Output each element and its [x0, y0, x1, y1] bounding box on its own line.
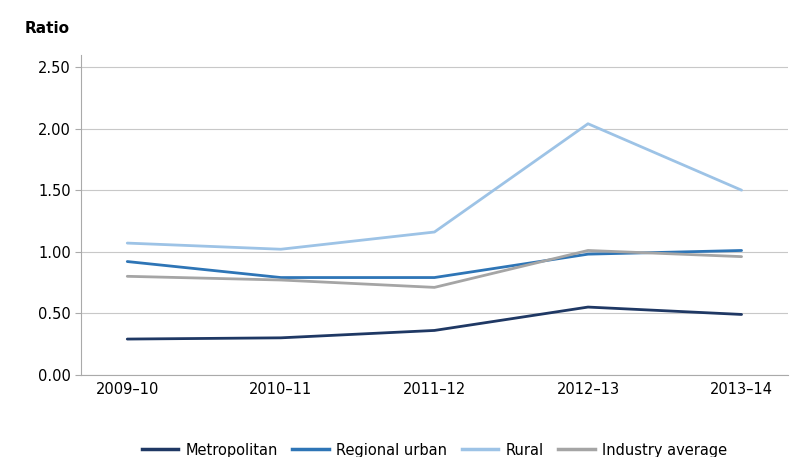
Text: Ratio: Ratio	[24, 21, 70, 36]
Legend: Metropolitan, Regional urban, Rural, Industry average: Metropolitan, Regional urban, Rural, Ind…	[135, 437, 732, 457]
